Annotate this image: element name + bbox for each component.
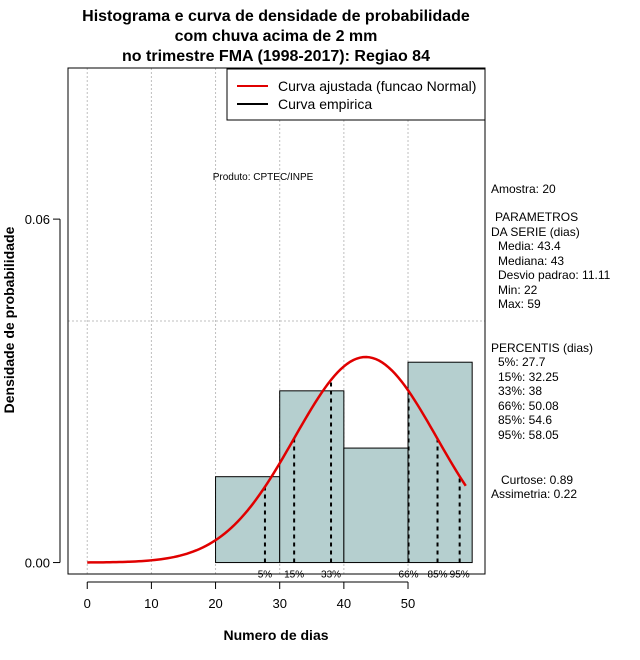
histogram-bars bbox=[215, 361, 473, 564]
x-tick-label: 0 bbox=[84, 596, 91, 611]
stat-mediana: Mediana: 43 bbox=[498, 254, 564, 268]
stat-p15: 15%: 32.25 bbox=[498, 370, 559, 384]
stats-panel: Amostra: 20 PARAMETROS DA SERIE (dias) M… bbox=[491, 182, 611, 501]
fitted-normal-curve bbox=[87, 355, 467, 564]
percentile-label: 95% bbox=[450, 570, 470, 581]
histogram-bar bbox=[343, 447, 409, 564]
stat-desvio: Desvio padrao: 11.11 bbox=[498, 268, 611, 282]
percentile-label: 66% bbox=[399, 570, 419, 581]
legend-label-empirical: Curva empirica bbox=[278, 96, 372, 112]
x-tick-label: 20 bbox=[208, 596, 222, 611]
legend: Curva ajustada (funcao Normal) Curva emp… bbox=[226, 68, 486, 121]
stat-parametros-title-1: PARAMETROS bbox=[495, 210, 578, 224]
stat-amostra: Amostra: 20 bbox=[491, 182, 556, 196]
histogram-bar bbox=[279, 390, 345, 564]
stat-p66: 66%: 50.08 bbox=[498, 399, 559, 413]
percentile-label: 15% bbox=[284, 570, 304, 581]
stat-p5: 5%: 27.7 bbox=[498, 355, 546, 369]
stat-p85: 85%: 54.6 bbox=[498, 413, 552, 427]
stat-media: Media: 43.4 bbox=[498, 239, 561, 253]
chart-title-line-3: no trimestre FMA (1998-2017): Regiao 84 bbox=[122, 48, 430, 65]
plot-frame bbox=[67, 67, 486, 575]
y-tick-label: 0.00 bbox=[25, 556, 50, 571]
percentile-label: 33% bbox=[321, 570, 341, 581]
grid-lines bbox=[68, 68, 485, 574]
x-tick-label: 30 bbox=[272, 596, 286, 611]
chart-title-line-2: com chuva acima de 2 mm bbox=[175, 28, 378, 45]
percentile-lines: 5% 15% 33% 66% 85% 95% bbox=[258, 379, 470, 581]
fitted-curve-layer bbox=[87, 355, 467, 564]
x-tick-label: 10 bbox=[144, 596, 158, 611]
y-axis-label: Densidade de probabilidade bbox=[1, 226, 17, 413]
percentile-label: 85% bbox=[428, 570, 448, 581]
stat-percentis-title: PERCENTIS (dias) bbox=[491, 341, 593, 355]
x-axis: 0 10 20 30 40 50 bbox=[84, 581, 415, 611]
legend-label-fitted: Curva ajustada (funcao Normal) bbox=[278, 78, 476, 94]
stat-assimetria: Assimetria: 0.22 bbox=[491, 487, 577, 501]
x-tick-label: 50 bbox=[401, 596, 415, 611]
histogram-bar bbox=[215, 476, 281, 564]
stat-min: Min: 22 bbox=[498, 283, 538, 297]
x-axis-label: Numero de dias bbox=[223, 627, 328, 643]
product-credit: Produto: CPTEC/INPE bbox=[213, 172, 314, 183]
stat-p33: 33%: 38 bbox=[498, 384, 542, 398]
stat-p95: 95%: 58.05 bbox=[498, 428, 559, 442]
y-tick-label: 0.06 bbox=[25, 212, 50, 227]
y-axis: 0.00 0.06 bbox=[25, 212, 61, 571]
histogram-bar bbox=[407, 361, 473, 564]
chart-title-line-1: Histograma e curva de densidade de proba… bbox=[82, 8, 470, 25]
percentile-label: 5% bbox=[258, 570, 273, 581]
stat-parametros-title-2: DA SERIE (dias) bbox=[491, 225, 580, 239]
legend-box bbox=[226, 68, 486, 121]
x-tick-label: 40 bbox=[337, 596, 351, 611]
stat-curtose: Curtose: 0.89 bbox=[501, 473, 573, 487]
stat-max: Max: 59 bbox=[498, 297, 541, 311]
